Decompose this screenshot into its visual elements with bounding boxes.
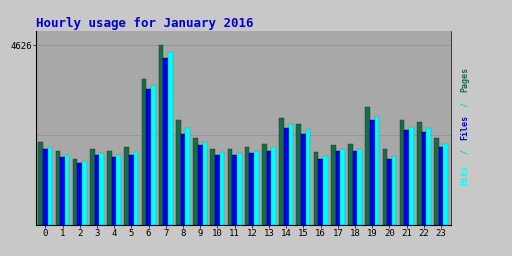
Bar <box>296 124 301 225</box>
Bar <box>404 130 409 225</box>
Bar <box>284 128 289 225</box>
Bar <box>279 118 284 225</box>
Bar <box>409 127 414 225</box>
Bar <box>318 159 323 225</box>
Text: Hourly usage for January 2016: Hourly usage for January 2016 <box>36 17 253 29</box>
Bar <box>129 155 134 225</box>
Bar <box>193 138 198 225</box>
Bar <box>73 159 77 225</box>
Bar <box>65 155 70 225</box>
Bar <box>375 116 379 225</box>
Bar <box>262 144 267 225</box>
Text: Pages: Pages <box>461 67 470 92</box>
Bar <box>443 144 448 225</box>
Bar <box>151 85 156 225</box>
Bar <box>90 149 95 225</box>
Bar <box>434 138 439 225</box>
Bar <box>400 120 404 225</box>
Bar <box>99 153 104 225</box>
Bar <box>134 153 138 225</box>
Bar <box>82 161 87 225</box>
Bar <box>146 89 151 225</box>
Bar <box>353 151 357 225</box>
Bar <box>210 149 215 225</box>
Bar <box>185 128 190 225</box>
Bar <box>181 134 185 225</box>
Bar <box>116 155 121 225</box>
Bar <box>159 45 163 225</box>
Bar <box>220 153 224 225</box>
Text: Files: Files <box>461 115 470 141</box>
Bar <box>168 52 173 225</box>
Bar <box>306 129 310 225</box>
Bar <box>77 163 82 225</box>
Bar <box>340 149 345 225</box>
Bar <box>357 148 362 225</box>
Bar <box>60 157 65 225</box>
Bar <box>301 134 306 225</box>
Bar <box>198 145 203 225</box>
Bar <box>267 151 271 225</box>
Bar <box>176 120 181 225</box>
Bar <box>331 145 335 225</box>
Bar <box>38 142 43 225</box>
Bar <box>237 153 242 225</box>
Bar <box>228 149 232 225</box>
Bar <box>48 147 52 225</box>
Bar <box>232 155 237 225</box>
Bar <box>271 147 276 225</box>
Bar <box>365 106 370 225</box>
Bar <box>215 155 220 225</box>
Bar <box>55 151 60 225</box>
Bar <box>142 79 146 225</box>
Bar <box>426 128 431 225</box>
Bar <box>112 157 116 225</box>
Bar <box>370 120 375 225</box>
Bar <box>314 152 318 225</box>
Bar <box>107 151 112 225</box>
Text: /: / <box>461 97 470 112</box>
Text: Hits: Hits <box>461 165 470 185</box>
Bar <box>124 147 129 225</box>
Bar <box>163 58 168 225</box>
Bar <box>245 147 249 225</box>
Bar <box>254 151 259 225</box>
Bar <box>335 151 340 225</box>
Bar <box>289 124 293 225</box>
Bar <box>387 159 392 225</box>
Bar <box>95 155 99 225</box>
Bar <box>439 147 443 225</box>
Bar <box>203 142 207 225</box>
Bar <box>323 156 328 225</box>
Bar <box>417 122 421 225</box>
Text: /: / <box>461 144 470 159</box>
Bar <box>392 156 396 225</box>
Bar <box>249 153 254 225</box>
Bar <box>43 149 48 225</box>
Bar <box>421 132 426 225</box>
Bar <box>382 149 387 225</box>
Bar <box>348 144 353 225</box>
